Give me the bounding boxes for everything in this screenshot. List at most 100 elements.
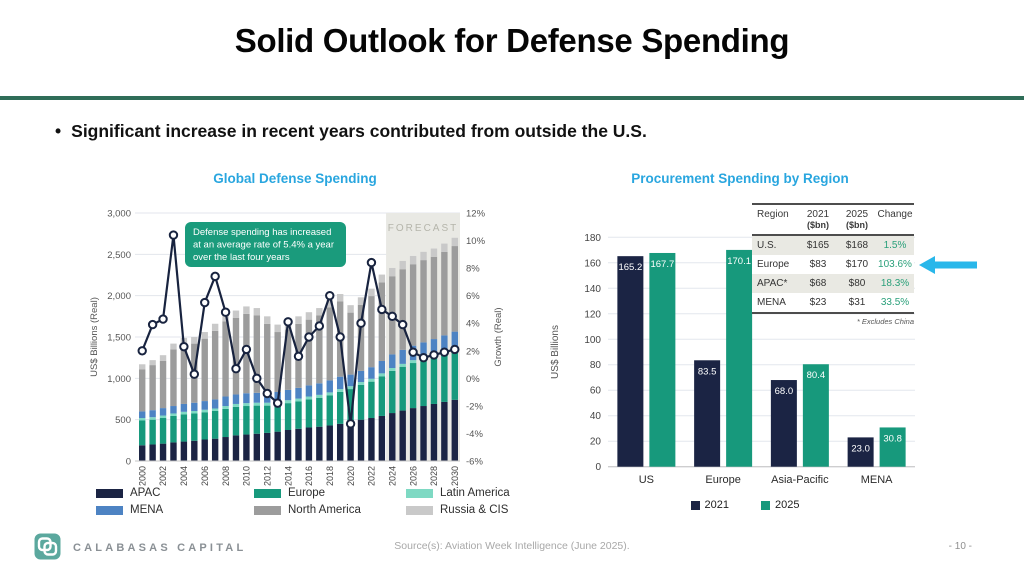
svg-text:2%: 2% — [466, 346, 480, 357]
legend-swatch — [406, 505, 433, 515]
table-cell: $83 — [809, 259, 827, 270]
svg-text:2026: 2026 — [408, 466, 418, 486]
table-cell: $168 — [845, 240, 869, 251]
legend-label: MENA — [130, 504, 164, 516]
table-cell: $23 — [809, 297, 827, 308]
svg-text:0: 0 — [595, 462, 601, 473]
left-axes: 0 500 1,000 1,500 2,000 2,500 3,000 -6% -4% -2% 0%… — [89, 209, 504, 487]
svg-text:-6%: -6% — [466, 457, 483, 468]
legend-label: 2021 — [704, 499, 729, 511]
left-chart-legend: APAC Europe Latin America MENA North America… — [96, 487, 546, 516]
global-defense-spending-chart: FORECAST 0 500 1,000 1,500 2,000 2,500 3,000 -6%… — [89, 209, 504, 487]
legend-swatch — [254, 488, 281, 498]
table-cell: 33.5% — [880, 297, 910, 308]
slide-title: Solid Outlook for Defense Spending — [234, 22, 790, 59]
legend-item-europe: Europe — [254, 487, 406, 499]
table-cell: $170 — [845, 259, 869, 270]
table-cell: MENA — [757, 297, 786, 308]
svg-text:2002: 2002 — [158, 466, 168, 486]
table-row-mena: MENA $23 $31 33.5% — [752, 293, 914, 312]
svg-text:0: 0 — [126, 457, 131, 468]
brand-name: CALABASAS CAPITAL — [73, 542, 247, 554]
table-cell: $31 — [848, 297, 866, 308]
svg-text:2024: 2024 — [387, 466, 397, 486]
svg-text:0%: 0% — [466, 374, 480, 385]
bullet-marker: • — [55, 121, 62, 141]
svg-text:140: 140 — [584, 284, 601, 295]
table-cell: Europe — [757, 259, 790, 270]
legend-swatch — [690, 500, 700, 510]
right-y-axis-label: Growth (Real) — [493, 307, 504, 366]
svg-text:30.8: 30.8 — [883, 433, 902, 444]
legend-item-mena: MENA — [96, 504, 254, 516]
legend-swatch — [406, 488, 433, 498]
svg-text:165.2: 165.2 — [618, 262, 642, 273]
legend-label: Latin America — [440, 487, 510, 499]
svg-text:2006: 2006 — [200, 466, 210, 486]
svg-text:100: 100 — [584, 335, 601, 346]
page-number: - 10 - — [948, 541, 972, 552]
calabasas-logo-icon — [34, 533, 61, 560]
left-chart-title: Global Defense Spending — [213, 171, 377, 186]
svg-text:2012: 2012 — [262, 466, 272, 486]
legend-swatch — [761, 500, 770, 510]
table-row-europe: Europe $83 $170 103.6% — [752, 255, 914, 274]
highlight-arrow-icon — [919, 256, 977, 274]
divider-line — [0, 96, 1024, 100]
svg-text:2028: 2028 — [429, 466, 439, 486]
svg-text:2,500: 2,500 — [107, 250, 131, 261]
annotation-callout: Defense spending has increased at an aver… — [185, 222, 346, 267]
legend-label: APAC — [130, 487, 161, 499]
svg-text:1,500: 1,500 — [107, 333, 131, 344]
svg-text:12%: 12% — [466, 209, 486, 220]
svg-text:80: 80 — [590, 360, 602, 371]
svg-text:160: 160 — [584, 258, 601, 269]
legend-label: Europe — [288, 487, 326, 499]
svg-text:2018: 2018 — [325, 466, 335, 486]
svg-text:Europe: Europe — [705, 474, 740, 486]
svg-text:US: US — [639, 474, 654, 486]
right-chart-legend: 2021 2025 — [545, 499, 945, 511]
svg-text:3,000: 3,000 — [107, 209, 131, 220]
svg-text:at an average rate of 5.4% a y: at an average rate of 5.4% a year — [193, 240, 334, 251]
table-header-cell: 2025 ($bn) — [845, 209, 869, 230]
svg-text:2016: 2016 — [304, 466, 314, 486]
table-row-us: U.S. $165 $168 1.5% — [752, 236, 914, 255]
source-text: Source(s): Aviation Week Intelligence (J… — [394, 540, 630, 552]
table-footnote: * Excludes China — [856, 317, 914, 326]
svg-text:80.4: 80.4 — [807, 370, 826, 381]
svg-text:23.0: 23.0 — [851, 443, 870, 454]
table-cell: 18.3% — [880, 278, 910, 289]
table-header-row: Region 2021 ($bn) 2025 ($bn) Change — [752, 205, 914, 236]
procurement-table: Region 2021 ($bn) 2025 ($bn) Change U.S. $165 $1… — [752, 203, 914, 314]
arrow-shape — [919, 256, 977, 274]
table-cell: $165 — [806, 240, 830, 251]
legend-swatch — [254, 505, 281, 515]
svg-text:40: 40 — [590, 411, 602, 422]
svg-text:83.5: 83.5 — [698, 366, 717, 377]
svg-text:167.7: 167.7 — [650, 259, 674, 270]
table-cell: 1.5% — [883, 240, 907, 251]
table-cell: 103.6% — [878, 259, 912, 270]
right-chart-y-label: US$ Billions — [550, 325, 561, 379]
legend-label: Russia & CIS — [440, 504, 509, 516]
svg-text:60: 60 — [590, 386, 602, 397]
legend-item-russia-cis: Russia & CIS — [406, 504, 546, 516]
svg-text:2022: 2022 — [367, 466, 377, 486]
table-cell: APAC* — [757, 278, 788, 289]
svg-text:20: 20 — [590, 437, 602, 448]
legend-item-2025: 2025 — [761, 499, 799, 511]
right-axis: 0 20 40 60 80 100 120 140 160 180 US$ Billions US Eu… — [550, 233, 893, 486]
svg-text:120: 120 — [584, 309, 601, 320]
legend-swatch — [96, 488, 123, 498]
legend-item-latin-america: Latin America — [406, 487, 546, 499]
svg-text:-4%: -4% — [466, 429, 483, 440]
grouped-bars: 165.2 167.7 83.5 170.1 68.0 80.4 23.0 30.8 — [617, 249, 906, 467]
table-header-cell: Change — [877, 209, 913, 220]
bullet-row: • Significant increase in recent years c… — [55, 121, 647, 142]
svg-text:2008: 2008 — [221, 466, 231, 486]
svg-text:-2%: -2% — [466, 401, 483, 412]
svg-text:2,000: 2,000 — [107, 291, 131, 302]
legend-item-north-america: North America — [254, 504, 406, 516]
svg-text:8%: 8% — [466, 264, 480, 275]
